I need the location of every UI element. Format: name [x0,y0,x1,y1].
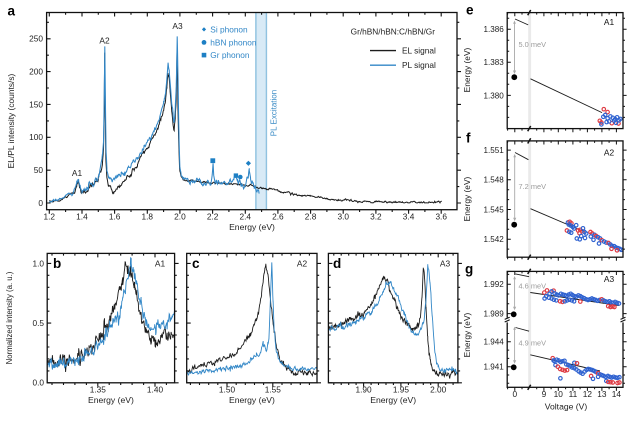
svg-text:b: b [53,256,61,271]
svg-text:A1: A1 [155,259,166,269]
svg-text:Energy (eV): Energy (eV) [88,395,134,405]
svg-text:3.0: 3.0 [337,212,349,222]
svg-text:3.6: 3.6 [435,212,447,222]
svg-text:Gr/hBN/hBN:C/hBN/Gr: Gr/hBN/hBN:C/hBN/Gr [351,27,436,37]
svg-text:Normalized intensity (a. u.): Normalized intensity (a. u.) [5,271,14,364]
svg-text:Energy (eV): Energy (eV) [462,312,472,357]
svg-text:0.0: 0.0 [32,378,44,388]
svg-text:1.6: 1.6 [109,212,121,222]
svg-text:11: 11 [569,389,578,399]
svg-text:a: a [8,4,16,19]
svg-text:Si phonon: Si phonon [210,24,248,34]
svg-text:3.2: 3.2 [370,212,382,222]
svg-text:1.380: 1.380 [484,91,505,100]
svg-text:3.4: 3.4 [403,212,415,222]
svg-text:1.941: 1.941 [484,363,505,372]
svg-text:A2: A2 [604,148,615,158]
svg-text:1.386: 1.386 [484,25,505,34]
svg-text:1.8: 1.8 [142,212,154,222]
svg-text:2.6: 2.6 [272,212,284,222]
svg-text:Energy (eV): Energy (eV) [229,222,275,232]
svg-text:250: 250 [29,34,43,44]
svg-text:e: e [466,3,474,18]
svg-text:14: 14 [612,389,622,399]
svg-text:1.95: 1.95 [393,385,410,395]
svg-text:PL signal: PL signal [402,60,436,70]
svg-text:100: 100 [29,132,43,142]
svg-text:4.9 meV: 4.9 meV [519,339,547,348]
svg-text:A2: A2 [297,259,308,269]
svg-text:Energy (eV): Energy (eV) [229,395,275,405]
svg-text:EL signal: EL signal [402,46,436,56]
svg-text:hBN phonon: hBN phonon [210,37,257,47]
svg-text:200: 200 [29,67,43,77]
svg-text:5.0 meV: 5.0 meV [519,40,547,49]
svg-text:1.551: 1.551 [484,146,505,155]
svg-text:9: 9 [542,389,547,399]
svg-text:4.6 meV: 4.6 meV [519,281,547,290]
svg-text:0: 0 [38,198,43,208]
svg-text:EL/PL intensity (counts/s): EL/PL intensity (counts/s) [6,73,16,168]
svg-text:1.545: 1.545 [484,205,505,214]
svg-text:1.548: 1.548 [484,176,505,185]
svg-text:A1: A1 [604,17,615,27]
svg-text:1.40: 1.40 [147,385,164,395]
svg-text:1.90: 1.90 [356,385,373,395]
svg-text:1.55: 1.55 [265,385,282,395]
svg-text:d: d [333,256,341,271]
svg-text:2.4: 2.4 [239,212,251,222]
svg-text:0.5: 0.5 [32,318,44,328]
svg-text:A2: A2 [99,36,110,46]
svg-text:7.2 meV: 7.2 meV [519,182,547,191]
svg-text:13: 13 [597,389,607,399]
svg-text:f: f [466,131,471,146]
svg-text:50: 50 [34,165,44,175]
svg-text:1.944: 1.944 [484,338,505,347]
svg-text:A1: A1 [72,168,83,178]
svg-text:10: 10 [554,389,564,399]
svg-text:0: 0 [512,389,517,399]
svg-text:1.35: 1.35 [90,385,107,395]
svg-text:A3: A3 [440,259,451,269]
svg-text:Voltage (V): Voltage (V) [545,402,588,412]
svg-text:1.0: 1.0 [32,258,44,268]
svg-text:150: 150 [29,99,43,109]
svg-text:Energy (eV): Energy (eV) [370,395,416,405]
svg-text:1.4: 1.4 [76,212,88,222]
svg-text:2.8: 2.8 [305,212,317,222]
svg-text:1.989: 1.989 [484,310,505,319]
svg-text:1.50: 1.50 [219,385,236,395]
svg-text:g: g [465,262,473,277]
svg-text:2.0: 2.0 [174,212,186,222]
svg-text:2.00: 2.00 [430,385,447,395]
svg-text:Energy (eV): Energy (eV) [462,47,472,92]
svg-text:PL Excitation: PL Excitation [270,90,279,136]
svg-text:2.2: 2.2 [207,212,219,222]
svg-text:Energy (eV): Energy (eV) [462,176,472,221]
svg-text:Gr phonon: Gr phonon [210,50,250,60]
svg-text:A3: A3 [604,274,615,284]
svg-text:1.2: 1.2 [44,212,56,222]
svg-text:12: 12 [583,389,593,399]
svg-text:c: c [192,256,200,271]
svg-text:1.383: 1.383 [484,58,505,67]
svg-text:A3: A3 [172,21,183,31]
svg-text:1.992: 1.992 [484,280,505,289]
svg-text:1.542: 1.542 [484,235,505,244]
